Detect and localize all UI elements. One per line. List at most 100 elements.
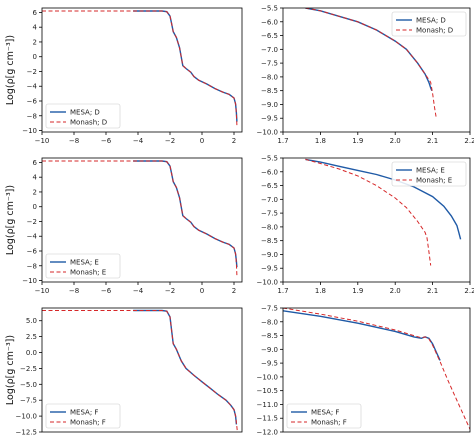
x-tick-label: 2.0 <box>390 287 401 295</box>
series-group <box>42 160 238 276</box>
y-tick-label: −10.0 <box>257 129 278 137</box>
x-tick-label: −10 <box>35 137 50 145</box>
y-tick-label: −10.0 <box>257 279 278 287</box>
legend-label: Monash; F <box>70 419 106 427</box>
series-line-mesa <box>305 8 433 91</box>
series-line-monash <box>305 8 437 119</box>
y-tick-label: −12.5 <box>16 429 37 437</box>
legend: MESA; E Monash; E <box>45 253 121 279</box>
x-tick-label: 2.2 <box>464 287 474 295</box>
y-tick-label: 0.0 <box>26 349 37 357</box>
y-tick-label: −4 <box>27 233 38 241</box>
y-tick-label: −9.0 <box>261 346 278 354</box>
legend-label: MESA; D <box>70 109 100 117</box>
x-tick-label: −6 <box>101 287 112 295</box>
legend-label: Monash; E <box>416 177 452 185</box>
series-line-mesa <box>133 160 238 268</box>
series-line-mesa <box>283 310 441 361</box>
y-tick-label: 6 <box>33 159 38 167</box>
x-tick-label: 0 <box>200 287 204 295</box>
y-tick-label: −5.5 <box>261 5 278 13</box>
legend: MESA; E Monash; E <box>391 161 467 187</box>
y-tick-label: −9.0 <box>261 101 278 109</box>
y-tick-label: −4 <box>27 83 38 91</box>
series-line-mesa <box>133 309 238 425</box>
series-line-monash <box>42 310 238 431</box>
x-tick-label: 1.8 <box>315 137 326 145</box>
y-tick-label: −6 <box>27 98 38 106</box>
y-tick-label: −9.5 <box>261 360 278 368</box>
y-tick-label: −8.0 <box>261 73 278 81</box>
axes-frame <box>282 7 471 133</box>
y-tick-label: −6.5 <box>261 182 278 190</box>
panel-e-left: −10 −8 −6 −4 −2 0 2 4 6 −10 −8 −6 −4 −2 0 2 Log(ρ[g cm⁻³… <box>5 157 243 295</box>
legend-label: Monash; D <box>416 27 453 35</box>
x-tick-label: −4 <box>133 287 144 295</box>
x-tick-label: −8 <box>69 137 79 145</box>
y-tick-label: −6.0 <box>261 18 278 26</box>
legend: MESA; D Monash; D <box>45 103 121 129</box>
y-tick-label: 4 <box>33 174 38 182</box>
panel-d-left: −10 −8 −6 −4 −2 0 2 4 6 −10 −8 −6 −4 −2 0 2 Log(ρ[g cm⁻³… <box>5 7 243 145</box>
y-axis-label: Log(ρ[g cm⁻³]) <box>5 335 16 405</box>
series-line-mesa <box>133 10 238 122</box>
legend-label: Monash; F <box>311 419 347 427</box>
x-tick-label: −10 <box>35 287 50 295</box>
y-tick-label: −2 <box>27 218 37 226</box>
y-tick-label: −7.0 <box>261 196 278 204</box>
y-tick-label: 2 <box>33 188 37 196</box>
panel-f-right: −12.0 −11.5 −11.0 −10.5 −10.0 −9.5 −9.0 −8.5 −8.… <box>257 305 471 437</box>
y-tick-label: −10.0 <box>16 413 37 421</box>
y-tick-label: −5.0 <box>20 381 37 389</box>
x-tick-label: 1.9 <box>352 137 363 145</box>
y-tick-label: −7.5 <box>261 210 278 218</box>
panel-e-right: −10.0 −9.5 −9.0 −8.5 −8.0 −7.5 −7.0 −6.5 −6.0 −5.… <box>257 155 474 296</box>
legend-label: Monash; E <box>70 269 106 277</box>
series-group <box>42 10 238 126</box>
y-tick-label: −8.0 <box>261 223 278 231</box>
x-tick-label: 2 <box>232 137 236 145</box>
y-tick-label: 0 <box>33 53 37 61</box>
y-tick-label: −10 <box>22 277 37 285</box>
x-tick-label: 1.7 <box>277 137 288 145</box>
y-tick-label: −7.0 <box>261 46 278 54</box>
y-tick-label: −6 <box>27 248 38 256</box>
x-tick-label: 0 <box>200 137 204 145</box>
legend-label: MESA; D <box>416 17 446 25</box>
x-tick-label: −8 <box>69 287 79 295</box>
y-tick-label: 2 <box>33 38 37 46</box>
y-tick-label: 0 <box>33 203 37 211</box>
y-tick-label: −12.0 <box>257 429 278 437</box>
y-tick-label: −11.0 <box>257 401 278 409</box>
y-axis-label: Log(ρ[g cm⁻³]) <box>5 185 16 255</box>
y-tick-label: −2 <box>27 68 37 76</box>
y-tick-label: 4 <box>33 24 38 32</box>
y-tick-label: −7.5 <box>261 305 278 313</box>
x-tick-label: 2.1 <box>427 287 438 295</box>
y-tick-label: −2.5 <box>20 365 37 373</box>
y-tick-label: 2.5 <box>26 333 37 341</box>
legend: MESA; F Monash; F <box>286 403 362 429</box>
y-tick-label: −8.0 <box>261 318 278 326</box>
x-tick-label: 2.0 <box>390 137 401 145</box>
y-axis-label: Log(ρ[g cm⁻³]) <box>5 35 16 105</box>
y-tick-label: −10.5 <box>257 387 278 395</box>
x-tick-label: 1.9 <box>352 287 363 295</box>
y-tick-label: −10.0 <box>257 373 278 381</box>
x-tick-label: 1.8 <box>315 287 326 295</box>
series-line-monash <box>305 158 432 266</box>
y-tick-label: −8.5 <box>261 332 278 340</box>
panel-f-left: −12.5 −10.0 −7.5 −5.0 −2.5 0.0 2.5 5.0 Log(ρ[g c… <box>5 307 243 437</box>
y-tick-label: −6.0 <box>261 168 278 176</box>
series-group <box>305 8 437 119</box>
axes-frame <box>41 7 243 133</box>
x-tick-label: −2 <box>165 287 175 295</box>
legend: MESA; F Monash; F <box>45 403 121 429</box>
legend-label: MESA; F <box>311 409 339 417</box>
y-tick-label: −7.5 <box>261 60 278 68</box>
y-tick-label: −9.5 <box>261 115 278 123</box>
y-tick-label: 5.0 <box>26 317 37 325</box>
y-tick-label: −7.5 <box>20 397 37 405</box>
x-tick-label: −4 <box>133 137 144 145</box>
